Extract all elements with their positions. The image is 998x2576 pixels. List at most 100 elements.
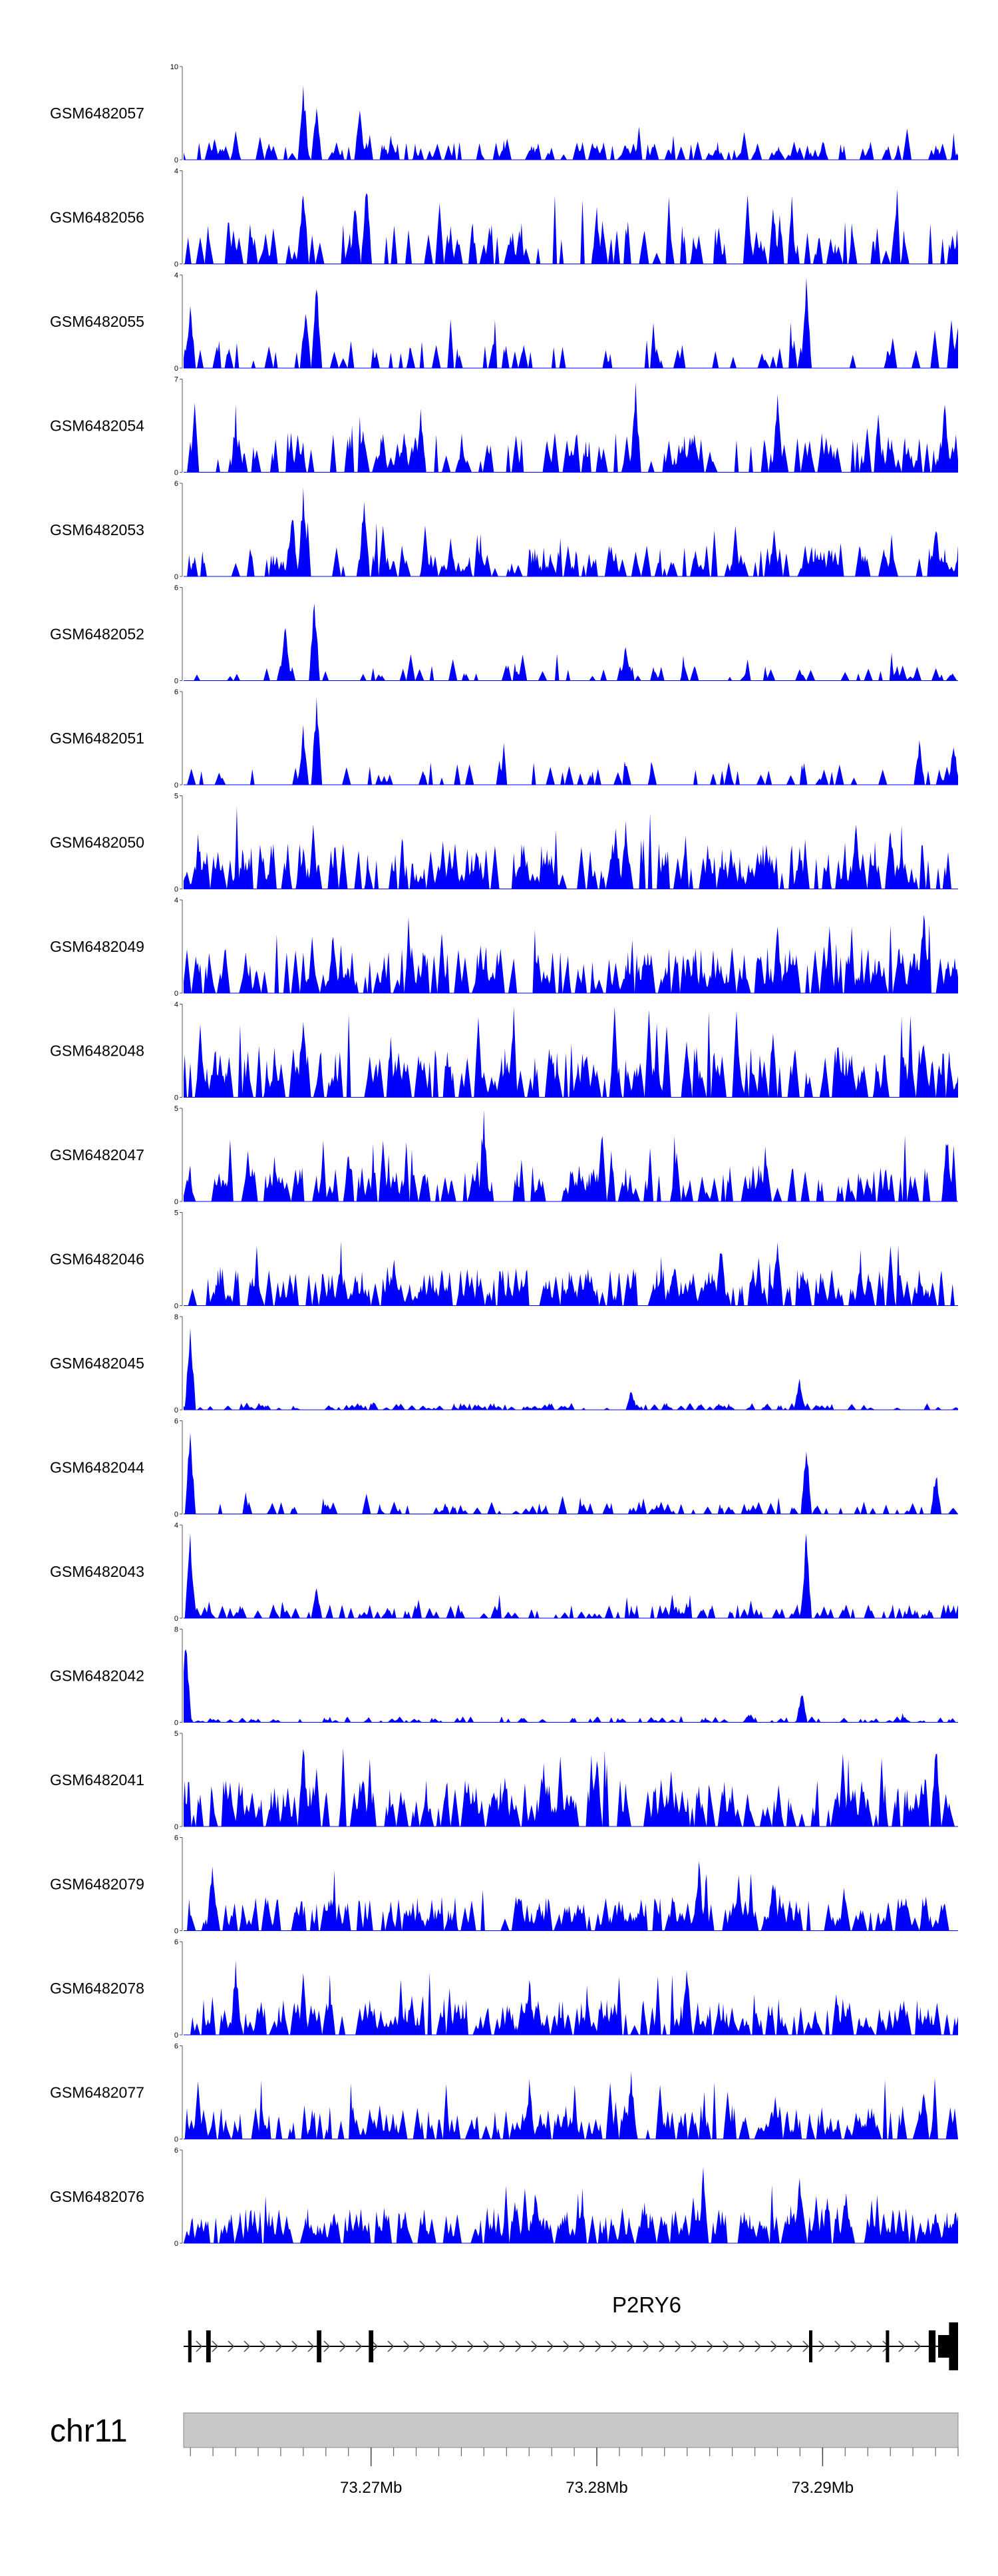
coverage-area xyxy=(184,603,958,681)
chevron-right-icon xyxy=(595,2340,602,2352)
track-ymin-label: 0 xyxy=(174,2136,178,2144)
chevron-right-icon xyxy=(563,2340,570,2352)
chevron-right-icon xyxy=(770,2340,778,2352)
coverage-area xyxy=(184,1747,958,1826)
chevron-right-icon xyxy=(850,2340,858,2352)
chevron-right-icon xyxy=(866,2340,874,2352)
coverage-area xyxy=(184,697,958,785)
track-GSM6482079: GSM6482079 6 0 xyxy=(50,1834,958,1936)
track-ymax-label: 5 xyxy=(174,1209,178,1217)
track-ymax-label: 4 xyxy=(174,897,178,905)
track-ymax-label: 6 xyxy=(174,584,178,592)
coverage-area xyxy=(184,188,958,264)
coverage-area xyxy=(184,1960,958,2035)
chevron-right-icon xyxy=(531,2340,538,2352)
coverage-area xyxy=(184,1241,958,1306)
chevron-right-icon xyxy=(643,2340,650,2352)
track-ymax-label: 4 xyxy=(174,1522,178,1530)
coverage-area xyxy=(184,381,958,473)
track-ymax-label: 5 xyxy=(174,1105,178,1113)
track-GSM6482054: GSM6482054 7 0 xyxy=(50,376,958,477)
gene-exon xyxy=(206,2330,211,2362)
track-GSM6482045: GSM6482045 8 0 xyxy=(50,1313,958,1414)
coverage-tracks: GSM6482057100GSM648205640GSM648205540GSM… xyxy=(50,63,958,2248)
track-ymax-label: 10 xyxy=(170,63,178,71)
chevron-right-icon xyxy=(579,2340,586,2352)
genome-axis: chr11 73.27Mb 73.28Mb 73.29Mb xyxy=(50,2412,959,2497)
track-label: GSM6482077 xyxy=(50,2084,144,2101)
chevron-right-icon xyxy=(914,2340,921,2352)
coverage-area xyxy=(184,1110,958,1201)
gene-exons xyxy=(188,2322,958,2370)
track-label: GSM6482051 xyxy=(50,730,144,747)
chevron-right-icon xyxy=(802,2340,810,2352)
axis-tick-label: 73.28Mb xyxy=(566,2479,627,2497)
chevron-right-icon xyxy=(754,2340,762,2352)
chevron-right-icon xyxy=(307,2340,315,2352)
chevron-right-icon xyxy=(515,2340,522,2352)
track-ymin-label: 0 xyxy=(174,1823,178,1831)
track-label: GSM6482043 xyxy=(50,1563,144,1580)
coverage-area xyxy=(184,2071,958,2139)
track-label: GSM6482045 xyxy=(50,1355,144,1372)
coverage-area xyxy=(184,487,958,576)
track-GSM6482078: GSM6482078 6 0 xyxy=(50,1938,958,2039)
track-ymin-label: 0 xyxy=(174,1511,178,1519)
coverage-area xyxy=(184,1328,958,1410)
track-label: GSM6482078 xyxy=(50,1980,144,1997)
chevron-right-icon xyxy=(275,2340,283,2352)
track-GSM6482076: GSM6482076 6 0 xyxy=(50,2147,958,2248)
chevron-right-icon xyxy=(691,2340,698,2352)
track-GSM6482043: GSM6482043 4 0 xyxy=(50,1522,958,1623)
chevron-right-icon xyxy=(659,2340,666,2352)
track-label: GSM6482047 xyxy=(50,1146,144,1164)
gene-exon xyxy=(369,2330,374,2362)
chevron-right-icon xyxy=(323,2340,331,2352)
track-ymax-label: 4 xyxy=(174,168,178,176)
track-label: GSM6482046 xyxy=(50,1251,144,1268)
track-ymax-label: 5 xyxy=(174,793,178,801)
chromosome-label: chr11 xyxy=(50,2414,128,2449)
coverage-area xyxy=(184,1533,958,1618)
gene-label: P2RY6 xyxy=(612,2292,681,2317)
chevron-right-icon xyxy=(467,2340,474,2352)
track-GSM6482041: GSM6482041 5 0 xyxy=(50,1730,958,1831)
chevron-right-icon xyxy=(627,2340,634,2352)
track-ymin-label: 0 xyxy=(174,1615,178,1623)
track-ymin-label: 0 xyxy=(174,1303,178,1311)
track-ymax-label: 5 xyxy=(174,1730,178,1738)
coverage-area xyxy=(184,277,958,368)
track-label: GSM6482044 xyxy=(50,1459,144,1476)
track-GSM6482053: GSM6482053 6 0 xyxy=(50,480,958,581)
coverage-area xyxy=(184,1432,958,1514)
track-label: GSM6482048 xyxy=(50,1042,144,1060)
chromosome-ideogram xyxy=(183,2412,959,2448)
track-ymax-label: 6 xyxy=(174,1418,178,1426)
track-label: GSM6482057 xyxy=(50,105,144,122)
track-GSM6482049: GSM6482049 4 0 xyxy=(50,897,958,998)
track-ymax-label: 6 xyxy=(174,688,178,696)
track-label: GSM6482052 xyxy=(50,626,144,643)
chevron-right-icon xyxy=(228,2340,235,2352)
track-ymin-label: 0 xyxy=(174,2032,178,2039)
coverage-area xyxy=(184,1861,958,1931)
axis-ticks: 73.27Mb 73.28Mb 73.29Mb xyxy=(190,2448,959,2497)
gene-exon xyxy=(809,2330,812,2362)
coverage-area xyxy=(184,806,958,889)
track-ymin-label: 0 xyxy=(174,1198,178,1206)
track-GSM6482042: GSM6482042 8 0 xyxy=(50,1626,958,1727)
coverage-area xyxy=(184,915,958,993)
track-ymin-label: 0 xyxy=(174,156,178,164)
coverage-area xyxy=(184,1649,958,1723)
chevron-right-icon xyxy=(419,2340,426,2352)
track-ymin-label: 0 xyxy=(174,781,178,789)
track-GSM6482048: GSM6482048 4 0 xyxy=(50,1001,958,1102)
chevron-right-icon xyxy=(291,2340,299,2352)
chevron-right-icon xyxy=(371,2340,379,2352)
coverage-area xyxy=(184,85,958,160)
chevron-right-icon xyxy=(339,2340,347,2352)
track-GSM6482055: GSM6482055 4 0 xyxy=(50,272,958,373)
track-GSM6482050: GSM6482050 5 0 xyxy=(50,793,958,894)
chevron-right-icon xyxy=(196,2340,203,2352)
